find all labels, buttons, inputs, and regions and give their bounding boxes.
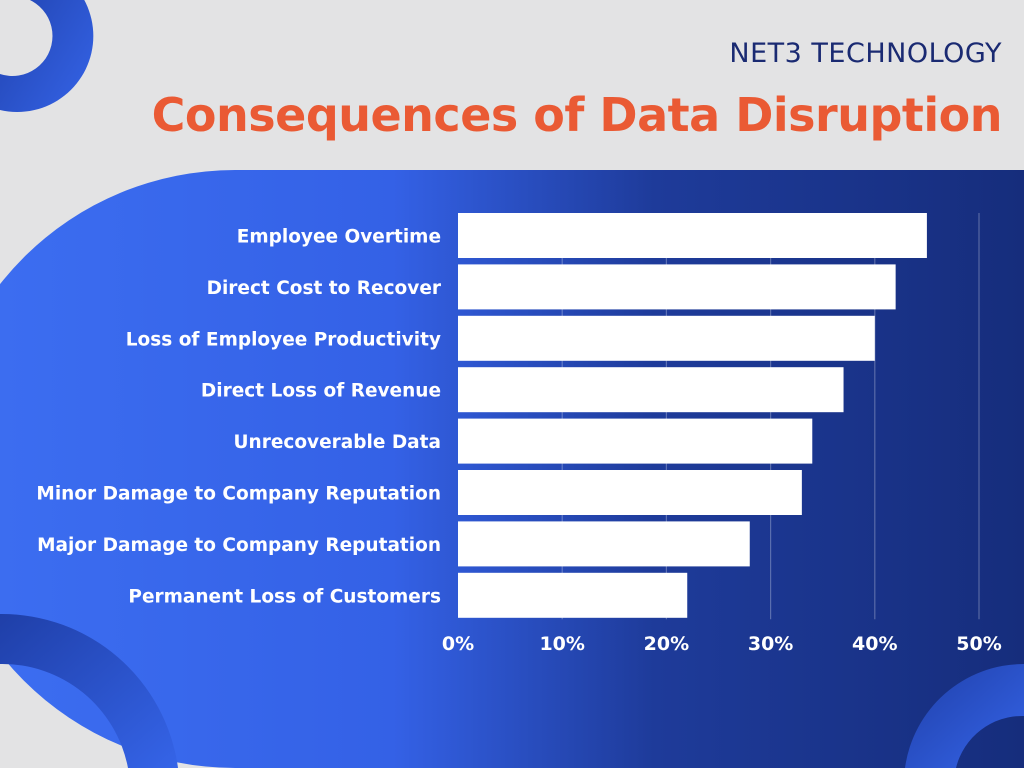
top-left-ring-decoration — [0, 0, 94, 112]
category-label: Minor Damage to Company Reputation — [36, 484, 441, 505]
category-label: Permanent Loss of Customers — [128, 586, 441, 607]
bottom-right-arc-decoration — [905, 664, 1024, 768]
bar — [458, 572, 688, 618]
page-title: Consequences of Data Disruption — [151, 88, 1003, 142]
bar — [458, 264, 896, 310]
bar — [458, 470, 802, 515]
category-label: Unrecoverable Data — [234, 432, 442, 453]
category-label: Employee Overtime — [237, 227, 441, 248]
category-label: Loss of Employee Productivity — [126, 329, 441, 350]
category-label: Direct Loss of Revenue — [201, 381, 441, 402]
bar — [458, 521, 750, 567]
bottom-left-arc-decoration — [0, 613, 178, 768]
x-tick-label: 20% — [644, 633, 689, 655]
x-tick-label: 10% — [539, 633, 584, 655]
category-label: Direct Cost to Recover — [207, 278, 442, 299]
bar — [458, 418, 813, 464]
brand-name: NET3 TECHNOLOGY — [729, 38, 1002, 69]
x-axis-ticks: 0% 10% 20% 30% 40% 50% — [442, 633, 1002, 655]
category-label: Major Damage to Company Reputation — [37, 535, 441, 556]
x-tick-label: 30% — [748, 633, 793, 655]
x-tick-label: 40% — [852, 633, 897, 655]
category-labels: Employee Overtime Direct Cost to Recover L… — [36, 227, 441, 608]
x-tick-label: 0% — [442, 633, 474, 655]
bars — [458, 213, 927, 618]
bar — [458, 315, 875, 361]
bar — [458, 213, 927, 258]
x-tick-label: 50% — [956, 633, 1001, 655]
bar — [458, 367, 844, 413]
